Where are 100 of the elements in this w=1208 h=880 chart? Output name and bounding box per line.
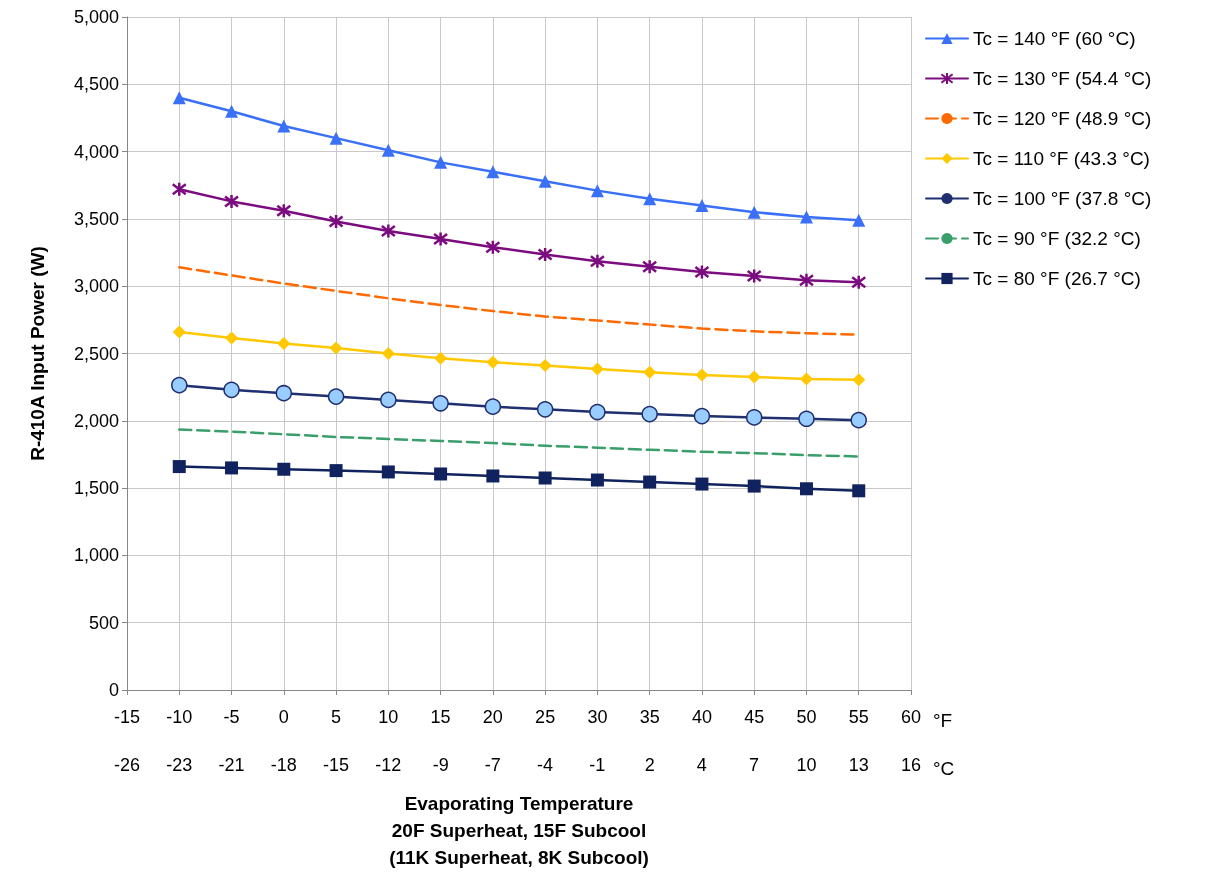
point — [171, 376, 188, 394]
point — [536, 401, 554, 418]
point — [381, 347, 395, 360]
point — [798, 272, 815, 288]
x2-tick-label: -12 — [375, 755, 402, 775]
x-tick-label: 60 — [900, 707, 922, 727]
y-tick-label: 3,500 — [73, 208, 119, 229]
x-tick-label: -5 — [223, 707, 240, 727]
point — [276, 203, 292, 219]
x-tick-label: 30 — [587, 707, 608, 727]
x2-tick-label: -9 — [432, 755, 449, 775]
x-tick-label: 40 — [691, 707, 712, 727]
point — [746, 268, 762, 284]
point — [329, 341, 343, 355]
point — [486, 165, 500, 179]
y-tick-label: 4,500 — [73, 74, 119, 95]
point — [589, 253, 606, 270]
legend-label: Tc = 100 °F (37.8 °C) — [973, 188, 1152, 209]
point — [747, 370, 761, 384]
point — [799, 482, 813, 496]
legend-label: Tc = 130 °F (54.4 °C) — [973, 68, 1152, 89]
x2-tick-label: 7 — [749, 755, 760, 775]
point — [486, 469, 500, 483]
point — [850, 411, 867, 429]
y-axis-title: R-410A Input Power (W) — [27, 246, 48, 461]
y-tick-label: 4,000 — [73, 141, 119, 162]
x-tick-label: 35 — [639, 707, 660, 727]
x2-tick-label: -1 — [589, 755, 606, 775]
x2-tick-label: -18 — [270, 755, 297, 775]
point — [275, 384, 293, 402]
y-tick-label: 1,000 — [73, 545, 119, 566]
point — [223, 381, 240, 399]
point — [589, 403, 606, 421]
point — [695, 368, 709, 382]
y-tick-label: 1,500 — [73, 478, 119, 499]
x2-tick-label: -21 — [218, 755, 245, 775]
x-tick-label: 50 — [796, 707, 817, 727]
legend-label: Tc = 140 °F (60 °C) — [973, 28, 1136, 49]
y-tick-label: 2,500 — [73, 343, 119, 364]
point — [434, 155, 448, 169]
point — [329, 464, 343, 478]
y-tick-label: 2,000 — [73, 410, 119, 431]
text: °F — [933, 710, 953, 731]
legend-label: Tc = 110 °F (43.3 °C) — [973, 148, 1150, 169]
point — [328, 213, 344, 230]
point — [695, 198, 709, 212]
x-tick-label: 15 — [430, 707, 451, 727]
line-series — [178, 428, 860, 458]
point — [277, 462, 291, 476]
y-tick-label: 0 — [108, 680, 119, 700]
point — [329, 131, 343, 145]
x-tick-label: -15 — [113, 707, 141, 727]
point — [434, 467, 448, 481]
point — [225, 461, 239, 475]
point — [381, 465, 395, 479]
point — [590, 362, 604, 376]
point — [225, 331, 239, 345]
point — [590, 184, 604, 198]
legend-label: Tc = 90 °F (32.2 °C) — [973, 228, 1141, 249]
x2-tick-label: 4 — [696, 755, 707, 775]
point — [172, 325, 186, 339]
point — [850, 274, 867, 290]
legend-label: Tc = 80 °F (26.7 °C) — [973, 268, 1141, 289]
point — [277, 336, 291, 350]
point — [432, 231, 449, 247]
point — [486, 355, 500, 369]
point — [643, 365, 657, 379]
x2-tick-label: 13 — [848, 755, 869, 775]
legend-label: Tc = 120 °F (48.9 °C) — [973, 108, 1152, 129]
x2-tick-label: -4 — [537, 755, 554, 775]
x2-tick-label: 10 — [796, 755, 817, 775]
point — [745, 409, 763, 426]
x2-tick-label: -7 — [484, 755, 501, 775]
x-tick-label: 10 — [378, 707, 399, 727]
x2-tick-label: -15 — [323, 755, 350, 775]
x-tick-label: 45 — [744, 707, 765, 727]
point — [538, 471, 552, 485]
point — [643, 192, 657, 206]
point — [537, 246, 553, 263]
y-tick-label: 5,000 — [73, 7, 119, 27]
point — [747, 479, 761, 493]
point — [538, 359, 552, 373]
x-tick-label: -10 — [166, 707, 193, 727]
point — [380, 391, 397, 409]
point — [798, 410, 815, 428]
point — [747, 205, 761, 219]
point — [695, 477, 709, 491]
point — [799, 210, 813, 224]
point — [694, 264, 710, 280]
point — [641, 405, 658, 423]
x-axis-title: Evaporating Temperature 20F Superheat, 15F Subcool (11K Superheat, 8K Subcool) — [389, 793, 649, 868]
x-tick-label: 20 — [482, 707, 503, 727]
x2-tick-label: -26 — [113, 755, 141, 775]
point — [223, 193, 240, 210]
point — [225, 104, 239, 118]
point — [434, 351, 448, 365]
point — [171, 181, 188, 198]
point — [485, 239, 501, 255]
point — [852, 484, 866, 498]
point — [327, 388, 345, 405]
